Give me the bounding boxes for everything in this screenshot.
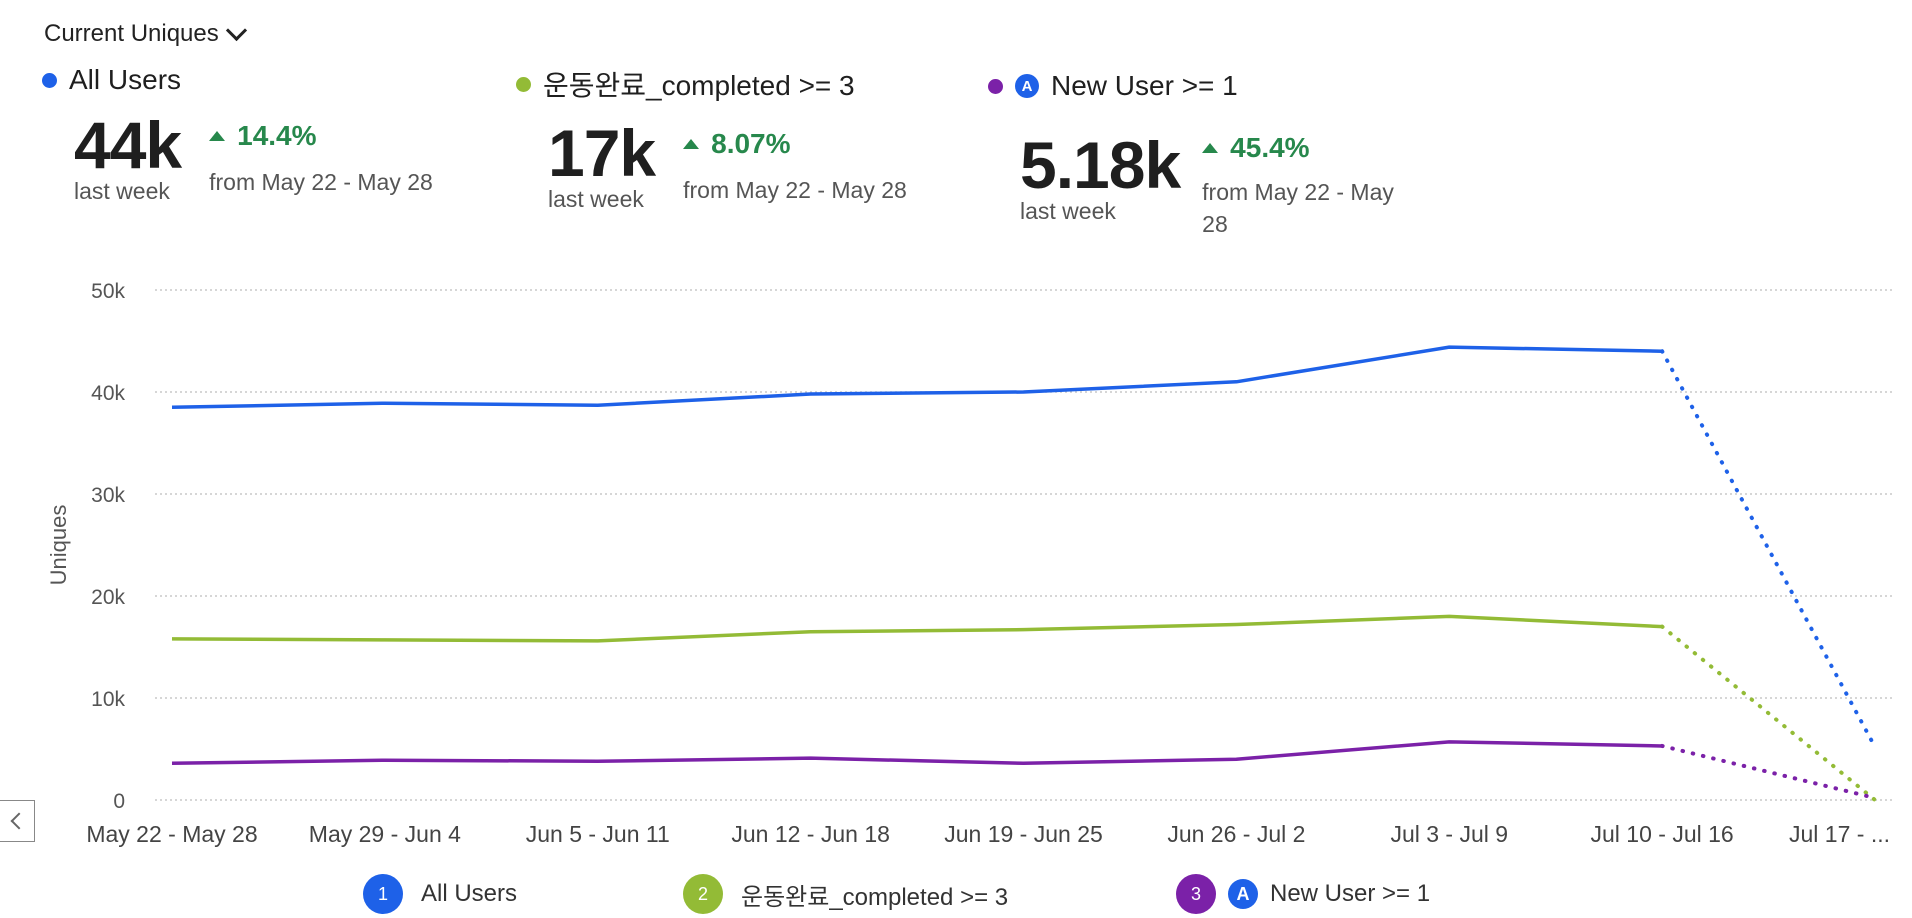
card-value: 17k bbox=[548, 116, 656, 190]
card-from-line1: from May 22 - May bbox=[1202, 179, 1394, 205]
card-series-name: New User >= 1 bbox=[1051, 70, 1238, 101]
card-delta: 8.07% bbox=[683, 128, 907, 160]
x-tick-label: Jul 10 - Jul 16 bbox=[1591, 821, 1734, 847]
card-value: 5.18k bbox=[1020, 128, 1181, 202]
metric-selector-label: Current Uniques bbox=[44, 20, 219, 47]
trend-up-icon bbox=[683, 139, 700, 149]
y-axis-label: Uniques bbox=[46, 505, 71, 586]
legend-label: 운동완료_completed >= 3 bbox=[741, 883, 1009, 911]
card-header: 운동완료_completed >= 3 bbox=[516, 64, 907, 104]
trend-up-icon bbox=[209, 131, 226, 141]
card-period: last week bbox=[1020, 198, 1116, 224]
x-axis-ticks: May 22 - May 28 May 29 - Jun 4 Jun 5 - Jun… bbox=[86, 821, 1890, 847]
chart-grid bbox=[155, 289, 1895, 801]
collapse-panel-button[interactable] bbox=[0, 800, 35, 842]
x-tick-label: May 29 - Jun 4 bbox=[309, 821, 461, 847]
series-line-1[interactable] bbox=[171, 345, 1663, 410]
card-series-name: 운동완료_completed >= 3 bbox=[543, 70, 855, 101]
series-line-incomplete-2[interactable] bbox=[1660, 624, 1877, 802]
metric-selector[interactable]: Current Uniques bbox=[44, 19, 247, 48]
series-color-dot bbox=[42, 72, 57, 88]
legend-label: All Users bbox=[421, 880, 518, 907]
card-from: from May 22 - May 28 bbox=[209, 169, 433, 195]
trend-up-icon bbox=[1202, 143, 1219, 153]
card-delta: 45.4% bbox=[1202, 132, 1394, 164]
y-axis-ticks: 0 10k 20k 30k 40k 50k bbox=[91, 280, 125, 813]
y-tick-label: 40k bbox=[91, 382, 125, 405]
x-tick-label: Jun 19 - Jun 25 bbox=[944, 821, 1103, 847]
amplitude-icon: A bbox=[1228, 879, 1258, 909]
series-line-incomplete-1[interactable] bbox=[1660, 349, 1877, 749]
card-from-line2: 28 bbox=[1202, 211, 1228, 237]
card-series-name: All Users bbox=[69, 64, 182, 95]
chevron-left-icon bbox=[10, 812, 28, 830]
summary-card-new-user: A New User >= 1 5.18k last week 45.4% fr… bbox=[988, 70, 1394, 240]
legend-item-new-user[interactable]: 3 A New User >= 1 bbox=[1176, 874, 1430, 914]
legend-number-badge: 2 bbox=[683, 874, 723, 914]
card-delta-value: 8.07% bbox=[711, 128, 791, 159]
legend-label: New User >= 1 bbox=[1270, 880, 1431, 907]
x-tick-label: Jul 3 - Jul 9 bbox=[1390, 821, 1508, 847]
y-tick-label: 10k bbox=[91, 688, 125, 711]
x-tick-label: Jun 12 - Jun 18 bbox=[731, 821, 890, 847]
x-tick-label: Jun 5 - Jun 11 bbox=[526, 821, 670, 847]
x-tick-label: May 22 - May 28 bbox=[86, 821, 257, 847]
summary-card-completed: 운동완료_completed >= 3 17k last week 8.07% … bbox=[516, 64, 907, 213]
legend-number-badge: 3 bbox=[1176, 874, 1216, 914]
card-delta: 14.4% bbox=[209, 120, 433, 152]
legend-item-all-users[interactable]: 1 All Users bbox=[363, 874, 517, 914]
card-value: 44k bbox=[74, 108, 182, 182]
x-tick-label: Jun 26 - Jul 2 bbox=[1167, 821, 1305, 847]
y-tick-label: 50k bbox=[91, 280, 125, 303]
legend-number-badge: 1 bbox=[363, 874, 403, 914]
y-tick-label: 0 bbox=[113, 790, 125, 813]
legend-item-completed[interactable]: 2 운동완료_completed >= 3 bbox=[683, 874, 1008, 914]
card-from: from May 22 - May 28 bbox=[1202, 176, 1394, 240]
series-line-2[interactable] bbox=[171, 614, 1663, 643]
card-header: All Users bbox=[42, 64, 433, 96]
y-tick-label: 20k bbox=[91, 586, 125, 609]
card-period: last week bbox=[74, 178, 170, 204]
card-delta-value: 45.4% bbox=[1230, 132, 1310, 163]
chart-legend: 1 All Users 2 운동완료_completed >= 3 3 A Ne… bbox=[0, 874, 1912, 918]
y-tick-label: 30k bbox=[91, 484, 125, 507]
amplitude-icon: A bbox=[1015, 74, 1039, 98]
series-color-dot bbox=[516, 76, 531, 92]
x-tick-label: Jul 17 - ... bbox=[1789, 821, 1890, 847]
series-line-3[interactable] bbox=[171, 740, 1663, 766]
card-period: last week bbox=[548, 186, 644, 212]
card-from: from May 22 - May 28 bbox=[683, 177, 907, 203]
chart-series bbox=[171, 345, 1877, 802]
card-header: A New User >= 1 bbox=[988, 70, 1394, 102]
summary-card-all-users: All Users 44k last week 14.4% from May 2… bbox=[42, 64, 433, 205]
series-color-dot bbox=[988, 78, 1003, 94]
card-delta-value: 14.4% bbox=[237, 120, 317, 151]
